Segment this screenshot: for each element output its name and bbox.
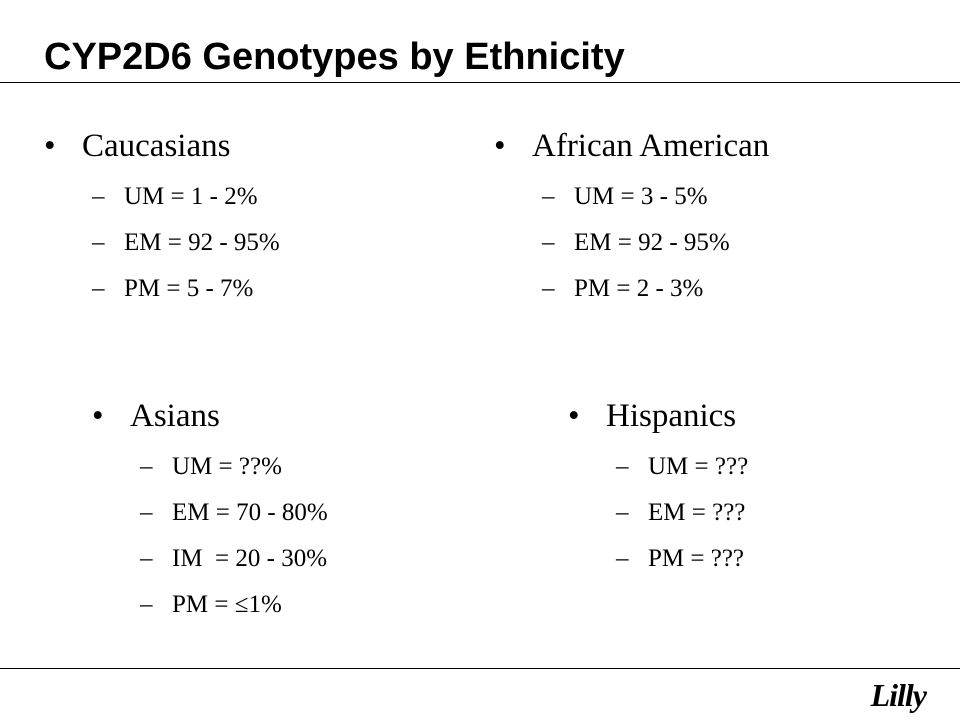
list-item: – UM = 3 - 5%	[542, 174, 769, 220]
dash-icon: –	[92, 275, 105, 302]
group-heading: Caucasians	[82, 128, 231, 164]
bullet-icon: •	[44, 128, 56, 164]
list-item-text: EM = ???	[648, 499, 746, 526]
dash-icon: –	[140, 545, 153, 572]
footer-divider	[0, 668, 960, 669]
dash-icon: –	[140, 499, 153, 526]
list-item: – EM = ???	[616, 490, 748, 536]
title-divider	[0, 82, 960, 83]
dash-icon: –	[140, 591, 153, 618]
sub-list: – UM = 3 - 5% – EM = 92 - 95% – PM = 2 - 3%	[494, 174, 769, 312]
bullet-icon: •	[568, 398, 580, 434]
sub-list: – UM = ??? – EM = ??? – PM = ???	[568, 444, 748, 582]
group-heading-line: • Asians	[92, 396, 328, 436]
list-item: – PM = 2 - 3%	[542, 266, 769, 312]
bullet-icon: •	[92, 398, 104, 434]
group-asians: • Asians – UM = ??% – EM = 70 - 80% – IM = 2…	[92, 396, 328, 628]
group-heading-line: • Hispanics	[568, 396, 748, 436]
list-item: – UM = ??%	[140, 444, 328, 490]
dash-icon: –	[542, 275, 555, 302]
dash-icon: –	[140, 453, 153, 480]
sub-list: – UM = 1 - 2% – EM = 92 - 95% – PM = 5 - 7%	[44, 174, 280, 312]
list-item-text: UM = 3 - 5%	[574, 183, 708, 210]
lilly-logo: Lilly	[870, 677, 927, 713]
sub-list: – UM = ??% – EM = 70 - 80% – IM = 20 - 30% …	[92, 444, 328, 628]
group-hispanics: • Hispanics – UM = ??? – EM = ??? – PM = ???	[568, 396, 748, 582]
list-item-text: EM = 70 - 80%	[172, 499, 328, 526]
list-item-text: PM = ≤1%	[172, 591, 282, 618]
group-heading: African American	[532, 128, 770, 164]
list-item: – PM = ???	[616, 536, 748, 582]
bullet-icon: •	[494, 128, 506, 164]
group-caucasians: • Caucasians – UM = 1 - 2% – EM = 92 - 95% …	[44, 126, 280, 312]
dash-icon: –	[542, 183, 555, 210]
group-heading: Asians	[130, 398, 220, 434]
list-item: – EM = 70 - 80%	[140, 490, 328, 536]
dash-icon: –	[616, 545, 629, 572]
list-item-text: EM = 92 - 95%	[574, 229, 730, 256]
list-item-text: PM = 5 - 7%	[124, 275, 254, 302]
slide-title: CYP2D6 Genotypes by Ethnicity	[44, 36, 625, 78]
group-heading: Hispanics	[606, 398, 737, 434]
list-item-text: UM = ???	[648, 453, 749, 480]
group-african-american: • African American – UM = 3 - 5% – EM = 92 …	[494, 126, 769, 312]
dash-icon: –	[92, 183, 105, 210]
list-item-text: PM = 2 - 3%	[574, 275, 704, 302]
list-item-text: PM = ???	[648, 545, 745, 572]
list-item-text: UM = 1 - 2%	[124, 183, 258, 210]
list-item: – IM = 20 - 30%	[140, 536, 328, 582]
group-heading-line: • Caucasians	[44, 126, 280, 166]
dash-icon: –	[92, 229, 105, 256]
list-item: – PM = 5 - 7%	[92, 266, 280, 312]
list-item-text: IM = 20 - 30%	[172, 545, 328, 572]
dash-icon: –	[616, 453, 629, 480]
group-heading-line: • African American	[494, 126, 769, 166]
dash-icon: –	[616, 499, 629, 526]
list-item-text: EM = 92 - 95%	[124, 229, 280, 256]
list-item: – PM = ≤1%	[140, 582, 328, 628]
list-item: – UM = ???	[616, 444, 748, 490]
list-item: – EM = 92 - 95%	[92, 220, 280, 266]
list-item: – EM = 92 - 95%	[542, 220, 769, 266]
list-item: – UM = 1 - 2%	[92, 174, 280, 220]
dash-icon: –	[542, 229, 555, 256]
list-item-text: UM = ??%	[172, 453, 282, 480]
